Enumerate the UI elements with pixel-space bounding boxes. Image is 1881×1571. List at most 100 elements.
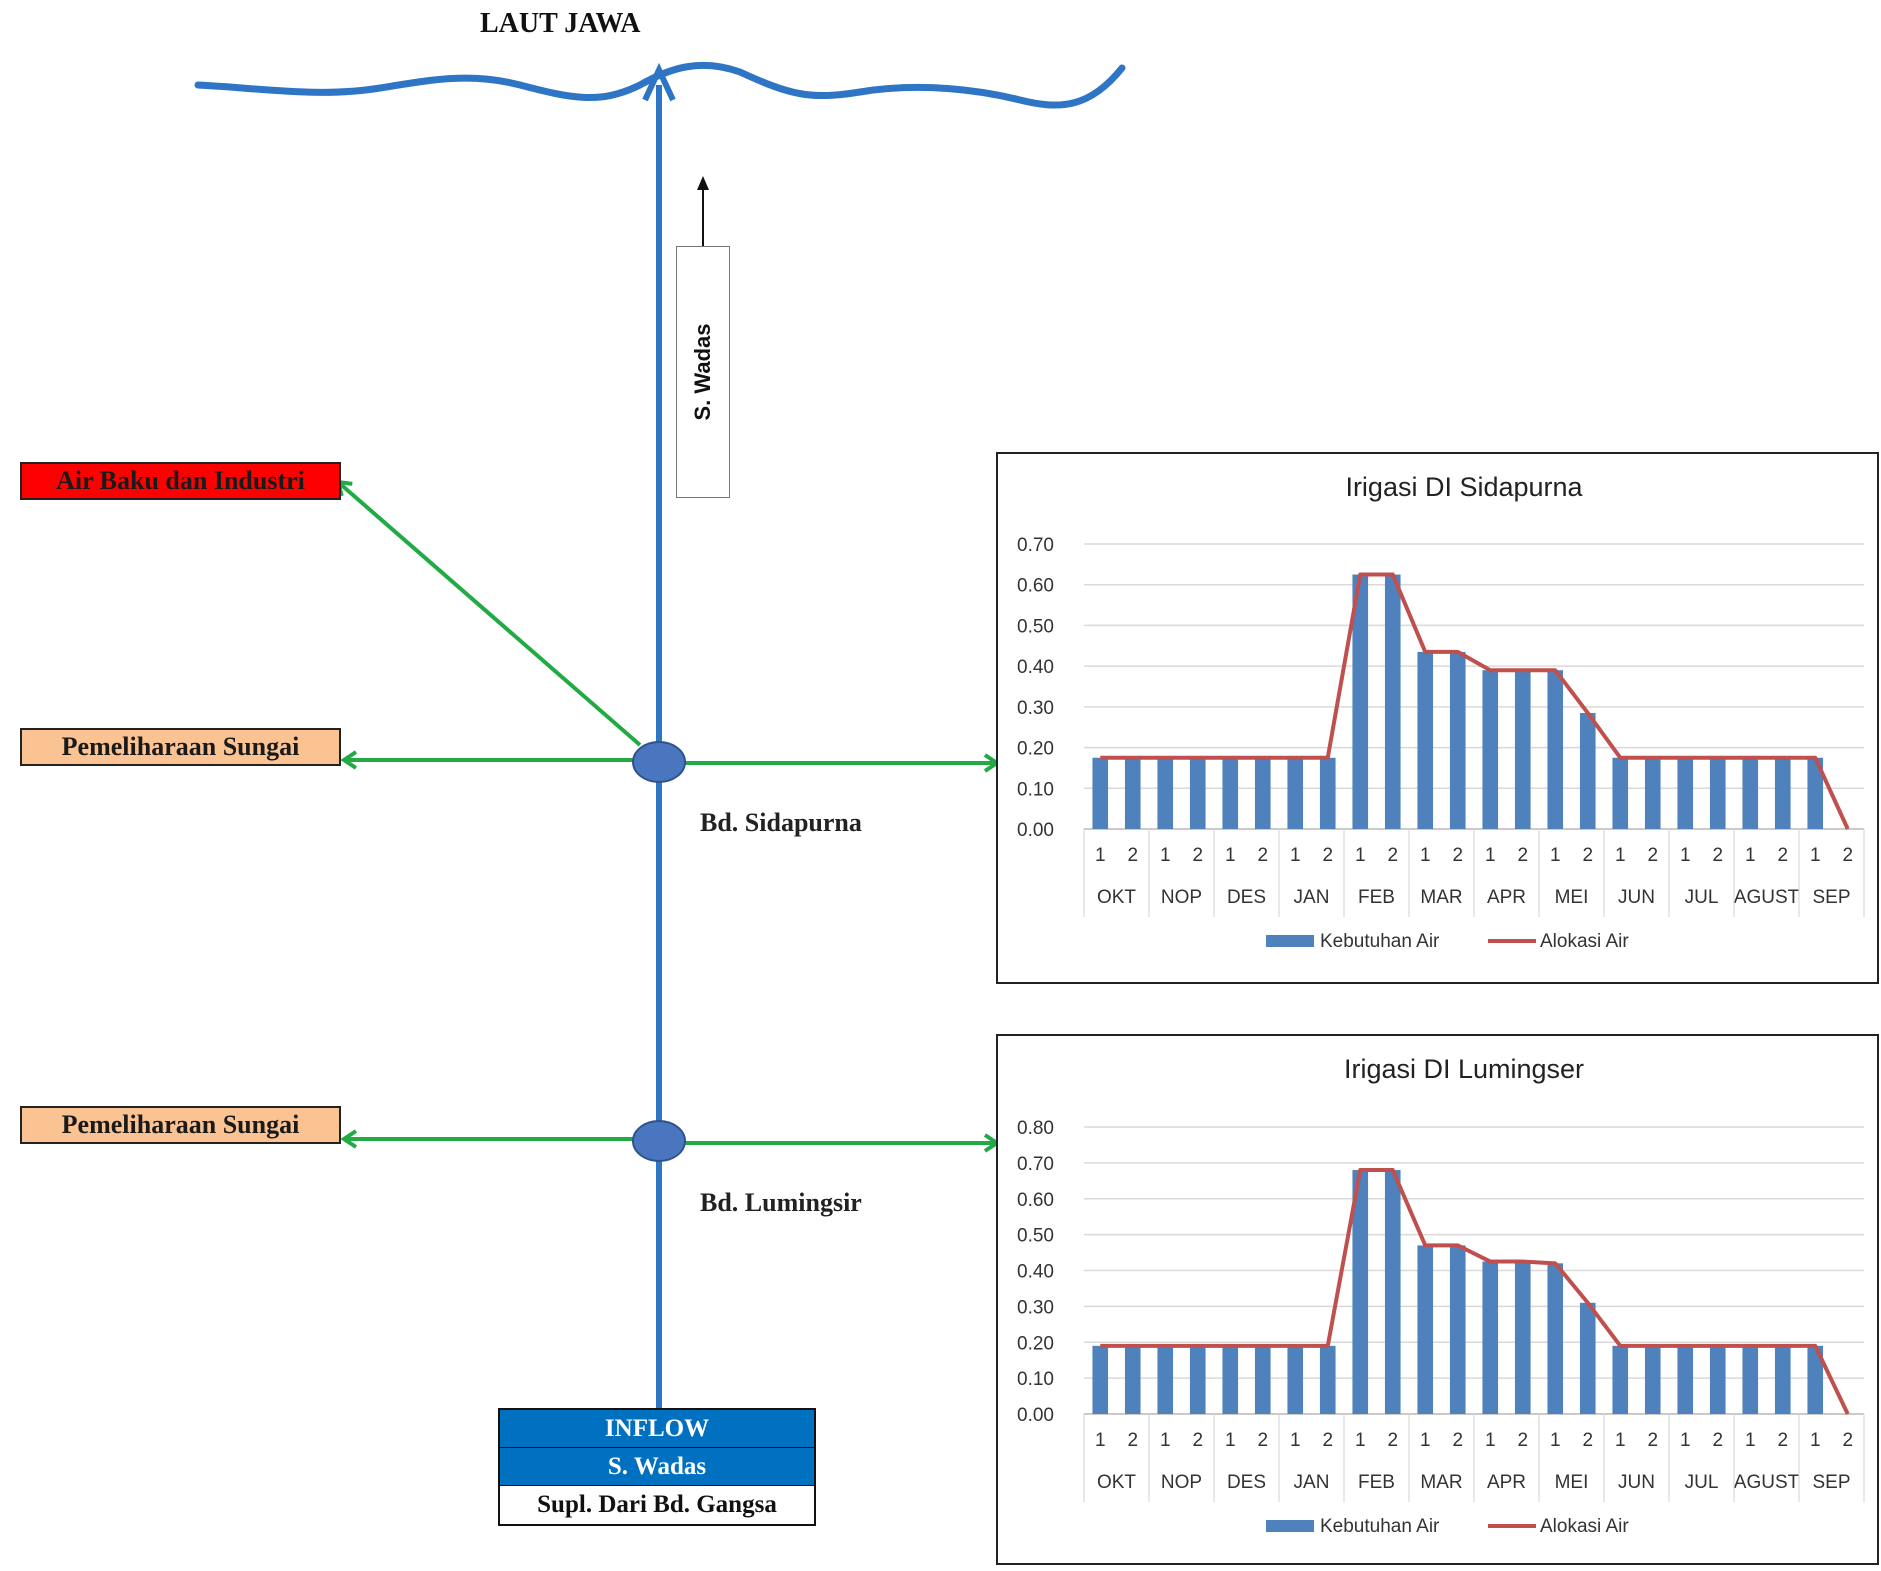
x-period-label: 2 [1257, 1430, 1268, 1451]
x-period-label: 1 [1550, 1430, 1561, 1451]
bar-kebutuhan-air [1742, 757, 1759, 829]
bar-kebutuhan-air [1352, 574, 1369, 829]
x-period-label: 2 [1517, 845, 1528, 866]
bar-kebutuhan-air [1384, 1170, 1401, 1414]
bar-kebutuhan-air [1547, 1263, 1564, 1414]
bar-kebutuhan-air [1157, 757, 1174, 829]
chart-sidapurna: Irigasi DI Sidapurna 0.00 0.10 0.20 0.30 0.40… [1017, 472, 1865, 952]
x-period-label: 1 [1095, 845, 1106, 866]
x-month-label: JUL [1685, 887, 1719, 908]
x-month-label: JAN [1294, 887, 1330, 908]
inflow-supply: Supl. Dari Bd. Gangsa [500, 1486, 814, 1524]
bar-kebutuhan-air [1417, 651, 1434, 829]
x-month-label: MEI [1555, 887, 1589, 908]
x-period-label: 1 [1355, 1430, 1366, 1451]
demand-air-baku-box[interactable]: Air Baku dan Industri [20, 462, 341, 500]
x-period-label: 1 [1160, 1430, 1171, 1451]
x-period-label: 1 [1290, 1430, 1301, 1451]
bar-kebutuhan-air [1189, 1345, 1206, 1414]
x-month-label: MEI [1555, 1472, 1589, 1493]
y-tick-label: 0.40 [1017, 1262, 1054, 1283]
bar-kebutuhan-air [1774, 1345, 1791, 1414]
bar-kebutuhan-air [1124, 757, 1141, 829]
bar-kebutuhan-air [1449, 651, 1466, 829]
x-period-label: 2 [1842, 1430, 1853, 1451]
x-period-label: 2 [1582, 845, 1593, 866]
node-sidapurna[interactable] [632, 741, 686, 783]
chart-sidapurna-frame: Irigasi DI Sidapurna 0.00 0.10 0.20 0.30 0.40… [996, 452, 1879, 984]
legend-label-kebutuhan: Kebutuhan Air [1320, 1516, 1440, 1537]
y-tick-label: 0.10 [1017, 779, 1054, 800]
river-label-box: S. Wadas [676, 246, 730, 498]
legend-swatch-kebutuhan [1266, 1520, 1314, 1532]
river-label: S. Wadas [690, 323, 715, 421]
x-month-label: OKT [1097, 887, 1136, 908]
y-tick-label: 0.60 [1017, 1190, 1054, 1211]
x-period-label: 1 [1810, 1430, 1821, 1451]
x-period-label: 1 [1290, 845, 1301, 866]
y-tick-label: 0.20 [1017, 1333, 1054, 1354]
demand-pemeliharaan-1-box[interactable]: Pemeliharaan Sungai [20, 728, 341, 766]
bar-kebutuhan-air [1742, 1345, 1759, 1414]
bar-kebutuhan-air [1612, 757, 1629, 829]
bar-kebutuhan-air [1482, 1261, 1499, 1414]
x-month-label: NOP [1161, 887, 1202, 908]
bar-kebutuhan-air [1222, 1345, 1239, 1414]
x-period-label: 2 [1387, 845, 1398, 866]
diversion-air-baku-arrow [335, 479, 642, 747]
river-arrowhead [642, 62, 676, 102]
x-period-label: 2 [1647, 845, 1658, 866]
bar-kebutuhan-air [1547, 670, 1564, 829]
inflow-box[interactable]: INFLOW S. Wadas Supl. Dari Bd. Gangsa [498, 1408, 816, 1526]
y-tick-label: 0.60 [1017, 576, 1054, 597]
y-tick-label: 0.20 [1017, 739, 1054, 760]
x-month-label: JUL [1685, 1472, 1719, 1493]
bar-kebutuhan-air [1677, 1345, 1694, 1414]
bar-kebutuhan-air [1807, 757, 1824, 829]
x-period-label: 2 [1777, 845, 1788, 866]
x-period-label: 2 [1712, 845, 1723, 866]
x-period-label: 2 [1387, 1430, 1398, 1451]
x-month-label: APR [1487, 887, 1526, 908]
bar-kebutuhan-air [1384, 574, 1401, 829]
legend-label-kebutuhan: Kebutuhan Air [1320, 931, 1440, 952]
y-tick-label: 0.00 [1017, 1405, 1054, 1426]
bar-kebutuhan-air [1157, 1345, 1174, 1414]
x-period-label: 1 [1680, 845, 1691, 866]
chart-lumingser: Irigasi DI Lumingser 0.00 0.10 0.20 0.30 0.40… [1017, 1054, 1865, 1537]
bar-kebutuhan-air [1352, 1170, 1369, 1414]
x-month-label: SEP [1812, 887, 1850, 908]
bar-kebutuhan-air [1677, 757, 1694, 829]
bar-kebutuhan-air [1092, 1345, 1109, 1414]
sea-label: LAUT JAWA [480, 8, 641, 39]
demand-pemeliharaan-2-box[interactable]: Pemeliharaan Sungai [20, 1106, 341, 1144]
chart-lumingser-frame: Irigasi DI Lumingser 0.00 0.10 0.20 0.30 0.40… [996, 1034, 1879, 1565]
legend-label-alokasi: Alokasi Air [1540, 1516, 1629, 1537]
y-tick-label: 0.70 [1017, 1154, 1054, 1175]
bar-kebutuhan-air [1287, 757, 1304, 829]
x-period-label: 2 [1452, 1430, 1463, 1451]
x-month-label: AGUST [1734, 887, 1800, 908]
legend-label-alokasi: Alokasi Air [1540, 931, 1629, 952]
x-month-label: JUN [1618, 887, 1655, 908]
bar-kebutuhan-air [1774, 757, 1791, 829]
inflow-title: INFLOW [500, 1410, 814, 1448]
x-period-label: 2 [1322, 1430, 1333, 1451]
x-period-label: 1 [1225, 1430, 1236, 1451]
y-tick-label: 0.70 [1017, 535, 1054, 556]
bar-kebutuhan-air [1417, 1245, 1434, 1414]
node-lumingsir[interactable] [632, 1120, 686, 1162]
x-period-label: 1 [1745, 845, 1756, 866]
y-tick-label: 0.50 [1017, 1226, 1054, 1247]
x-period-label: 1 [1745, 1430, 1756, 1451]
line-alokasi-air [1100, 572, 1850, 830]
bar-kebutuhan-air [1189, 757, 1206, 829]
x-month-label: DES [1227, 1472, 1266, 1493]
x-month-label: APR [1487, 1472, 1526, 1493]
bar-kebutuhan-air [1644, 1345, 1661, 1414]
node-lumingsir-label: Bd. Lumingsir [700, 1188, 862, 1217]
x-period-label: 1 [1550, 845, 1561, 866]
x-period-label: 1 [1160, 845, 1171, 866]
y-tick-label: 0.00 [1017, 820, 1054, 841]
